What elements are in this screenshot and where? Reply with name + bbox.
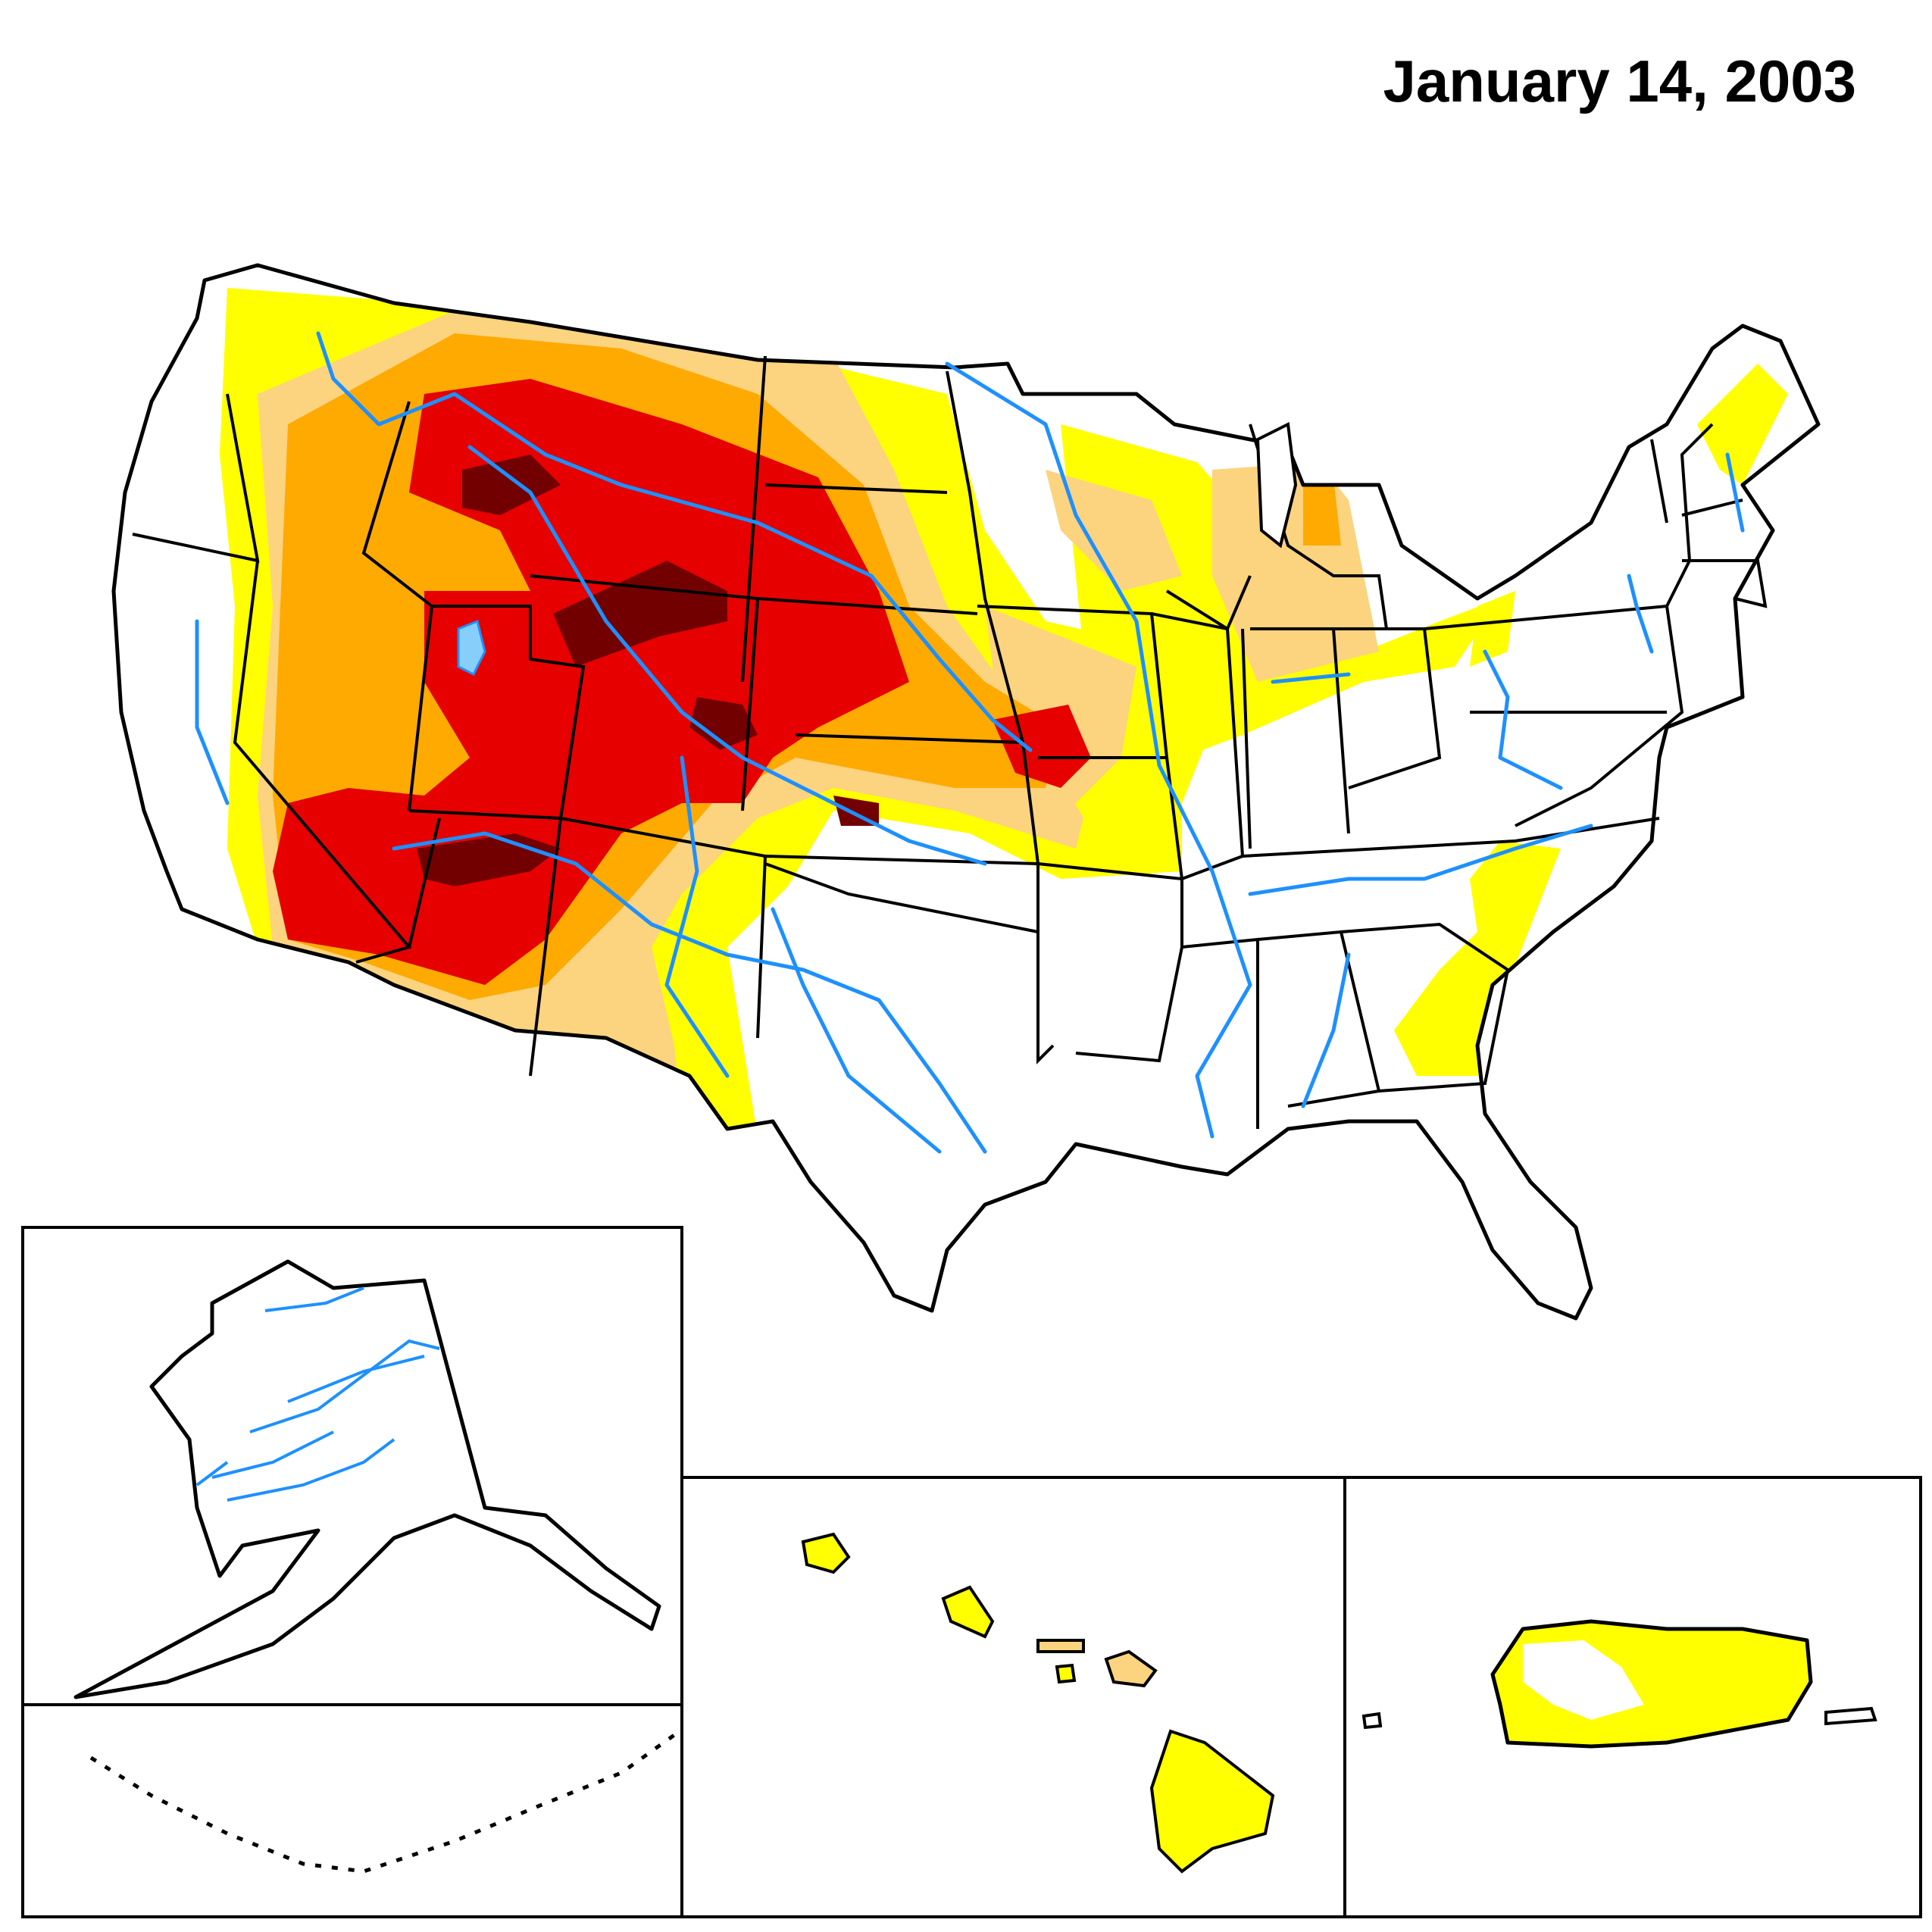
kauai [801,1532,851,1574]
lake-michigan [1255,421,1298,549]
lanai [1055,1663,1077,1684]
maui [1104,1649,1158,1688]
conus-outline [111,263,1821,1321]
alaska-outline [73,1259,661,1699]
molokai [1036,1639,1085,1653]
oahu [941,1585,995,1639]
great-salt-lake [457,619,486,677]
drought-d0-northeast [1470,364,1788,667]
drought-d4 [417,455,879,886]
big-island [1149,1729,1275,1874]
rivers [195,331,1745,1154]
map-title: January 14, 2003 [1383,48,1856,114]
state-borders [132,355,1768,1129]
puerto-rico-undrought [1523,1640,1644,1720]
mona-island [1361,1712,1383,1730]
drought-d0-southeast [1394,841,1561,1076]
puerto-rico-inset [1343,1476,1922,1918]
vieques [1824,1706,1877,1726]
conus-drought-layers [220,288,1788,1152]
hawaii-inset [680,1476,1346,1918]
alaska-inset [21,1226,683,1918]
